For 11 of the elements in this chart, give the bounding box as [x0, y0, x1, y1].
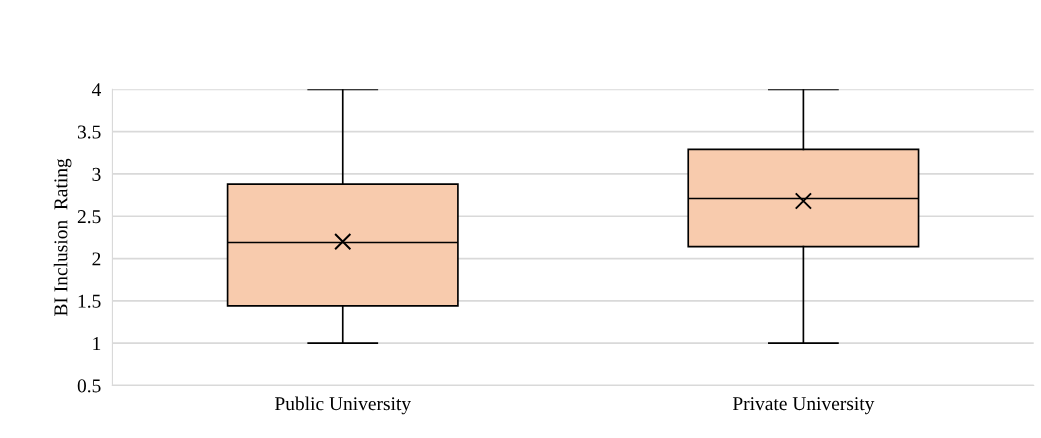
y-tick-label: 3.5: [77, 125, 101, 139]
y-tick-label: 4: [91, 83, 102, 97]
y-tick-label: 2.5: [77, 210, 101, 224]
x-tick-label: Public University: [274, 396, 411, 415]
y-axis-title: BI Inclusion Rating: [53, 158, 72, 316]
y-tick-label: 1: [93, 337, 101, 350]
x-tick-label: Private University: [732, 397, 875, 415]
y-tick-label: 1.5: [78, 294, 101, 308]
y-tick-label: 2: [92, 252, 101, 266]
y-tick-label: 3: [92, 167, 101, 181]
y-tick-label: 0.5: [77, 379, 101, 393]
